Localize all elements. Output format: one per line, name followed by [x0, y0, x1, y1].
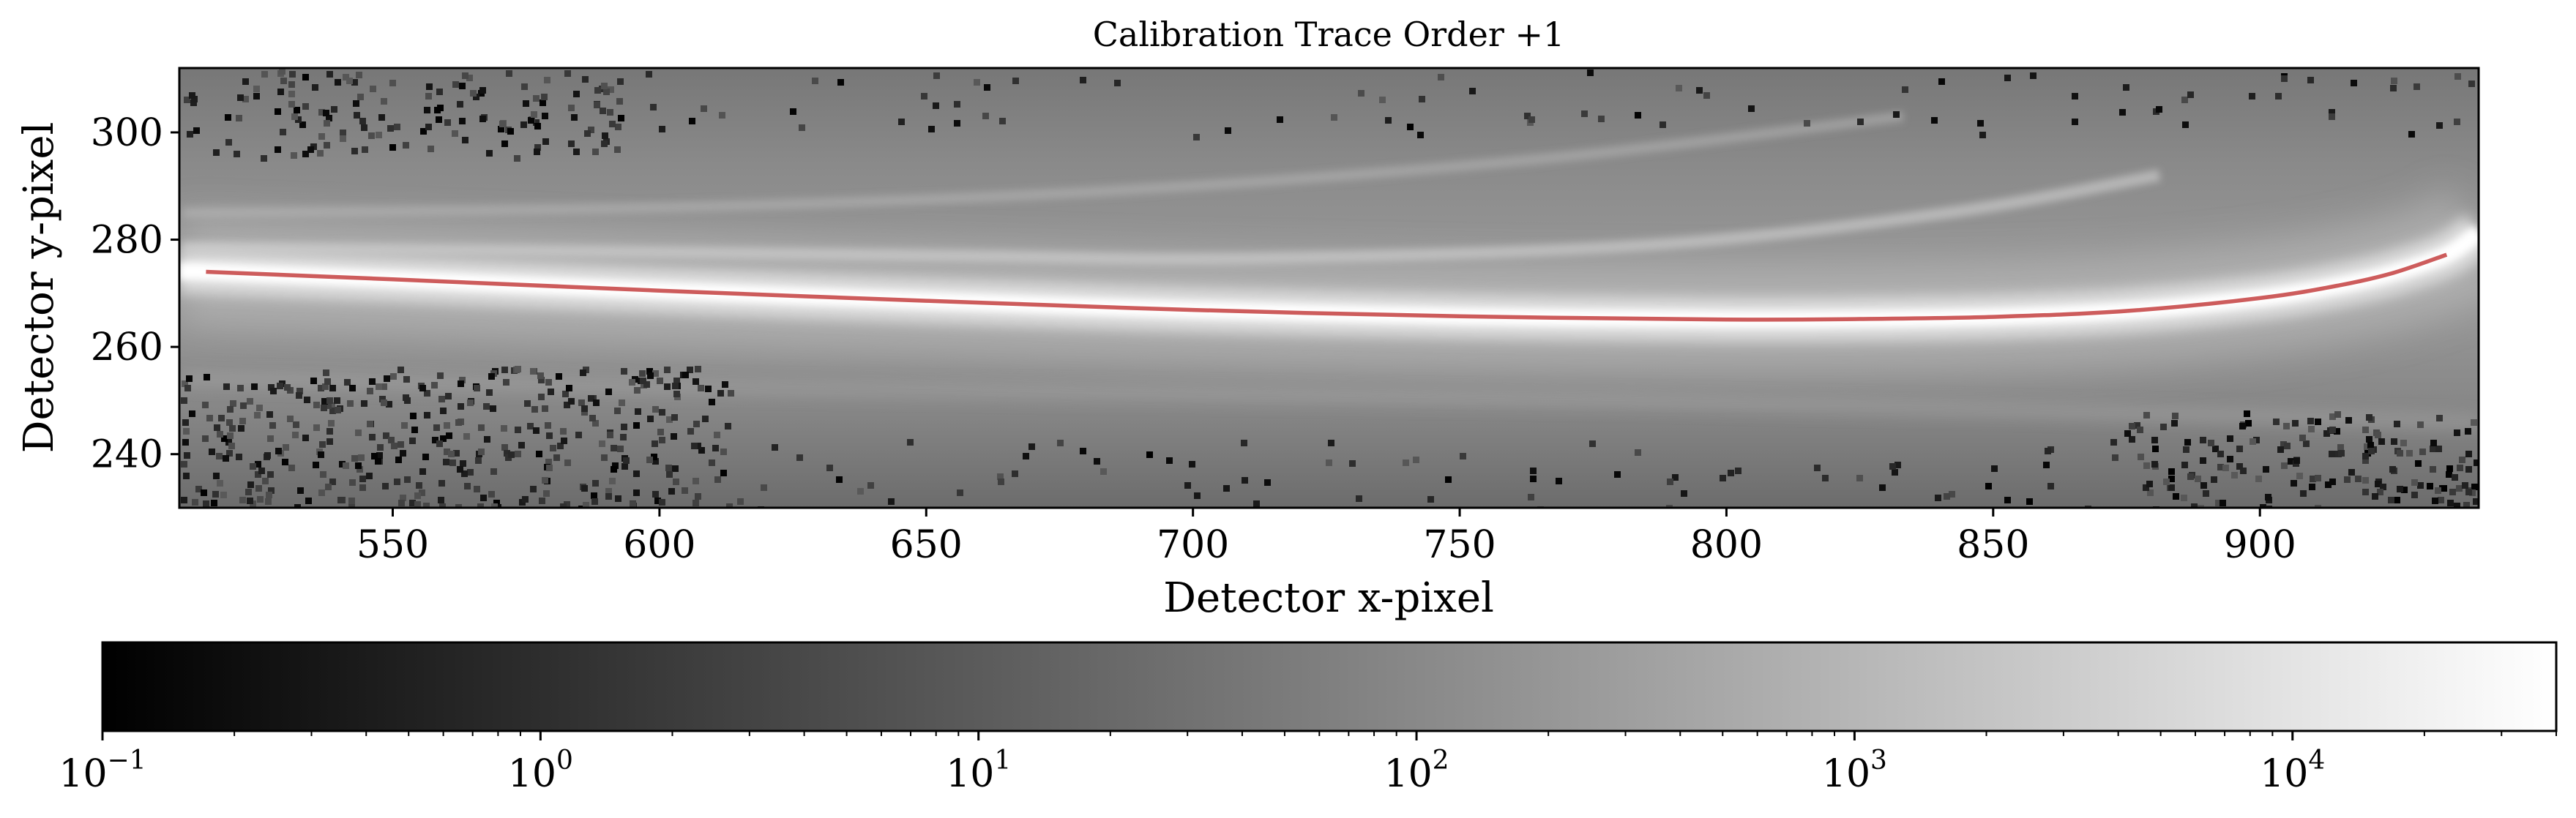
- x-tick-label: 800: [1690, 523, 1763, 567]
- colorbar-tick-label: 104: [2260, 746, 2325, 796]
- colorbar-tick-base: 10: [1384, 752, 1433, 796]
- y-axis-label: Detector y-pixel: [15, 122, 63, 454]
- x-tick-label: 900: [2224, 523, 2296, 567]
- colorbar-tick-exponent: 4: [2308, 746, 2325, 776]
- colorbar-frame: [101, 641, 2558, 732]
- colorbar-tick-exponent: 0: [556, 746, 573, 776]
- noise-pixels: [181, 68, 2479, 508]
- colorbar-ticks: 10−1 100 101 102 103 104: [59, 731, 2557, 796]
- colorbar-gradient: [102, 642, 2556, 731]
- colorbar-tick-label: 103: [1822, 746, 1887, 796]
- x-tick-label: 550: [356, 523, 429, 567]
- colorbar-tick-label: 100: [508, 746, 573, 796]
- x-tick-label: 700: [1157, 523, 1229, 567]
- colorbar-tick-base: 10: [946, 752, 994, 796]
- colorbar-tick-base: 10: [1822, 752, 1870, 796]
- colorbar-tick-exponent: 2: [1433, 746, 1449, 776]
- colorbar: 10−1 100 101 102 103 104: [59, 641, 2558, 796]
- colorbar-tick-label: 102: [1384, 746, 1449, 796]
- plot-frame: [178, 67, 2480, 509]
- x-tick-label: 650: [890, 523, 963, 567]
- x-axis-label: Detector x-pixel: [1163, 574, 1494, 622]
- colorbar-tick-exponent: 3: [1870, 746, 1887, 776]
- y-tick-label: 300: [91, 111, 163, 155]
- chart-title: Calibration Trace Order +1: [1093, 15, 1565, 54]
- plot-area: 550 600 650 700 750 800 850 900 240 260 280 300: [91, 67, 2480, 567]
- x-axis: 550 600 650 700 750 800 850 900: [356, 508, 2296, 567]
- colorbar-tick-label: 10−1: [59, 746, 146, 796]
- colorbar-tick-base: 10: [59, 752, 107, 796]
- y-tick-label: 280: [91, 219, 163, 263]
- colorbar-tick-exponent: 1: [994, 746, 1011, 776]
- x-tick-label: 850: [1957, 523, 2029, 567]
- colorbar-tick-label: 101: [946, 746, 1011, 796]
- y-tick-label: 240: [91, 433, 163, 477]
- colorbar-tick-base: 10: [2260, 752, 2308, 796]
- trace-line: [206, 252, 2448, 322]
- detector-image: [179, 68, 2479, 508]
- colorbar-tick-base: 10: [508, 752, 556, 796]
- colorbar-tick-exponent: −1: [108, 746, 146, 776]
- y-axis: 240 260 280 300: [91, 111, 179, 477]
- y-tick-label: 260: [91, 326, 163, 369]
- x-tick-label: 600: [623, 523, 695, 567]
- x-tick-label: 750: [1423, 523, 1496, 567]
